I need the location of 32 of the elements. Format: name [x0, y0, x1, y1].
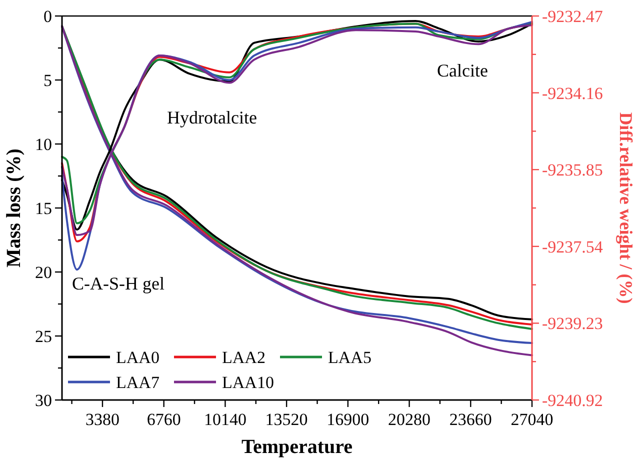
y-tick-label: 5: [44, 70, 52, 90]
x-tick-label: 6760: [146, 410, 181, 429]
annotation: Calcite: [437, 60, 488, 80]
y2-tick-label: -9235.85: [542, 160, 603, 180]
y-tick-label: 15: [35, 198, 52, 218]
legend-label: LAA5: [328, 348, 372, 367]
y-tick-label: 10: [35, 134, 52, 154]
y-tick-label: 25: [35, 326, 52, 346]
x-tick-label: 20280: [388, 410, 431, 429]
y2-tick-label: -9240.92: [542, 390, 603, 410]
x-axis-title: Temperature: [241, 436, 353, 458]
x-tick-label: 10140: [204, 410, 246, 429]
y-tick-label: 20: [35, 262, 52, 282]
legend-label: LAA0: [116, 348, 160, 367]
legend-label: LAA10: [222, 372, 274, 392]
x-tick-label: 3380: [85, 410, 120, 429]
y-axis-title: Mass loss (%): [3, 148, 25, 268]
x-tick-label: 16900: [326, 410, 370, 429]
x-tick-label: 23660: [449, 410, 492, 429]
annotation: C-A-S-H gel: [72, 273, 164, 294]
x-tick-label: 27040: [510, 410, 554, 429]
y2-tick-label: -9239.23: [542, 314, 603, 334]
legend-label: LAA7: [116, 372, 160, 392]
y2-tick-label: -9234.16: [542, 84, 603, 103]
y-tick-label: 30: [35, 390, 52, 410]
y-tick-label: 0: [44, 6, 52, 26]
y2-tick-label: -9237.54: [542, 237, 604, 256]
y2-axis-title: Diff.relative weight / (%): [616, 112, 636, 304]
legend-label: LAA2: [222, 348, 266, 367]
x-tick-label: 13520: [265, 410, 308, 429]
y2-tick-label: -9232.47: [542, 6, 604, 26]
annotation: Hydrotalcite: [167, 107, 257, 128]
